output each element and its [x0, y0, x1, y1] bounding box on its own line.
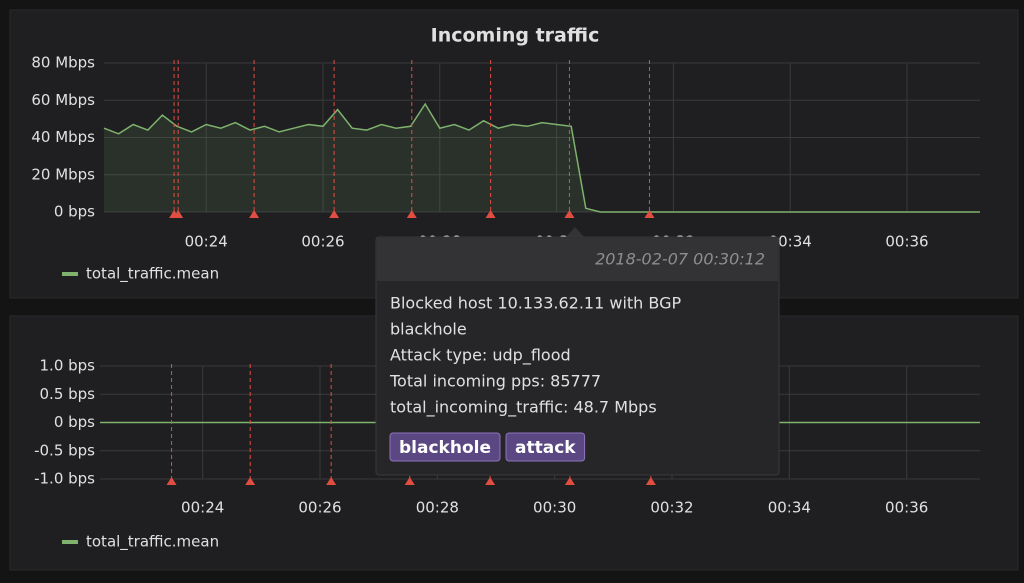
annotation-marker: [404, 477, 415, 485]
y-tick-label: 40 Mbps: [31, 128, 95, 146]
y-tick-label: -1.0 bps: [34, 470, 95, 488]
tooltip: 2018-02-07 00:30:12 Blocked host 10.133.…: [375, 227, 780, 476]
y-tick-label: -0.5 bps: [34, 441, 95, 459]
y-tick-label: 0 bps: [54, 413, 95, 431]
annotation-marker: [329, 210, 340, 218]
annotation-marker: [406, 210, 417, 218]
x-tick-label: 00:26: [298, 499, 341, 517]
tooltip-time: 2018-02-07 00:30:12: [595, 250, 765, 269]
legend-swatch: [62, 272, 78, 276]
y-tick-label: 1.0 bps: [40, 357, 96, 375]
annotation-marker: [645, 477, 656, 485]
annotation-marker: [166, 477, 177, 485]
tooltip-line: Blocked host 10.133.62.11 with BGP: [390, 294, 682, 313]
annotation-marker: [564, 210, 575, 218]
charts: 0 bps 20 Mbps 40 Mbps 60 Mbps 80 Mbps 00:24 00…: [31, 54, 980, 552]
annotation-marker: [644, 210, 655, 218]
tooltip-line: blackhole: [390, 320, 467, 339]
legend-label: total_traffic.mean: [86, 533, 219, 552]
x-tick-label: 00:28: [416, 499, 459, 517]
tag: [389, 432, 501, 462]
annotation-marker: [249, 210, 260, 218]
legend-label: total_traffic.mean: [86, 265, 219, 284]
y-tick-label: 80 Mbps: [31, 54, 95, 72]
tooltip-line: total_incoming_traffic: 48.7 Mbps: [390, 398, 657, 418]
tooltip-header: [377, 238, 778, 281]
area: [104, 104, 980, 212]
x-tick-label: 00:32: [650, 499, 693, 517]
tooltip-line: Total incoming pps: 85777: [389, 372, 601, 391]
panel-title: Incoming traffic: [431, 25, 600, 47]
x-tick-label: 00:34: [768, 499, 811, 517]
legend-swatch: [62, 540, 78, 544]
y-tick-label: 20 Mbps: [31, 165, 95, 183]
x-tick-label: 00:24: [181, 499, 224, 517]
y-tick-label: 0.5 bps: [40, 385, 96, 403]
x-tick-label: 00:24: [185, 233, 228, 251]
x-tick-label: 00:36: [885, 233, 928, 251]
tooltip-text: Blocked host 10.133.62.11 with BGP blackh…: [389, 294, 682, 462]
x-tick-label: 00:30: [533, 499, 576, 517]
line: [103, 102, 980, 213]
annotation-marker: [173, 210, 184, 218]
annotation-marker: [564, 477, 575, 485]
tag-label: attack: [515, 438, 576, 458]
annotation-marker: [326, 477, 337, 485]
tooltip-line: Attack type: udp_flood: [390, 346, 571, 366]
y-tick-label: 60 Mbps: [31, 91, 95, 109]
x-tick-label: 00:36: [885, 499, 928, 517]
tooltip-box: [375, 236, 780, 476]
annotation-marker: [245, 477, 256, 485]
tag: [505, 432, 586, 462]
tooltip-caret: [566, 227, 584, 237]
x-tick-label: 00:26: [301, 233, 344, 251]
annotation-marker: [485, 210, 496, 218]
y-tick-label: 0 bps: [54, 203, 95, 221]
tag-label: blackhole: [399, 438, 491, 458]
annotation-marker: [485, 477, 496, 485]
